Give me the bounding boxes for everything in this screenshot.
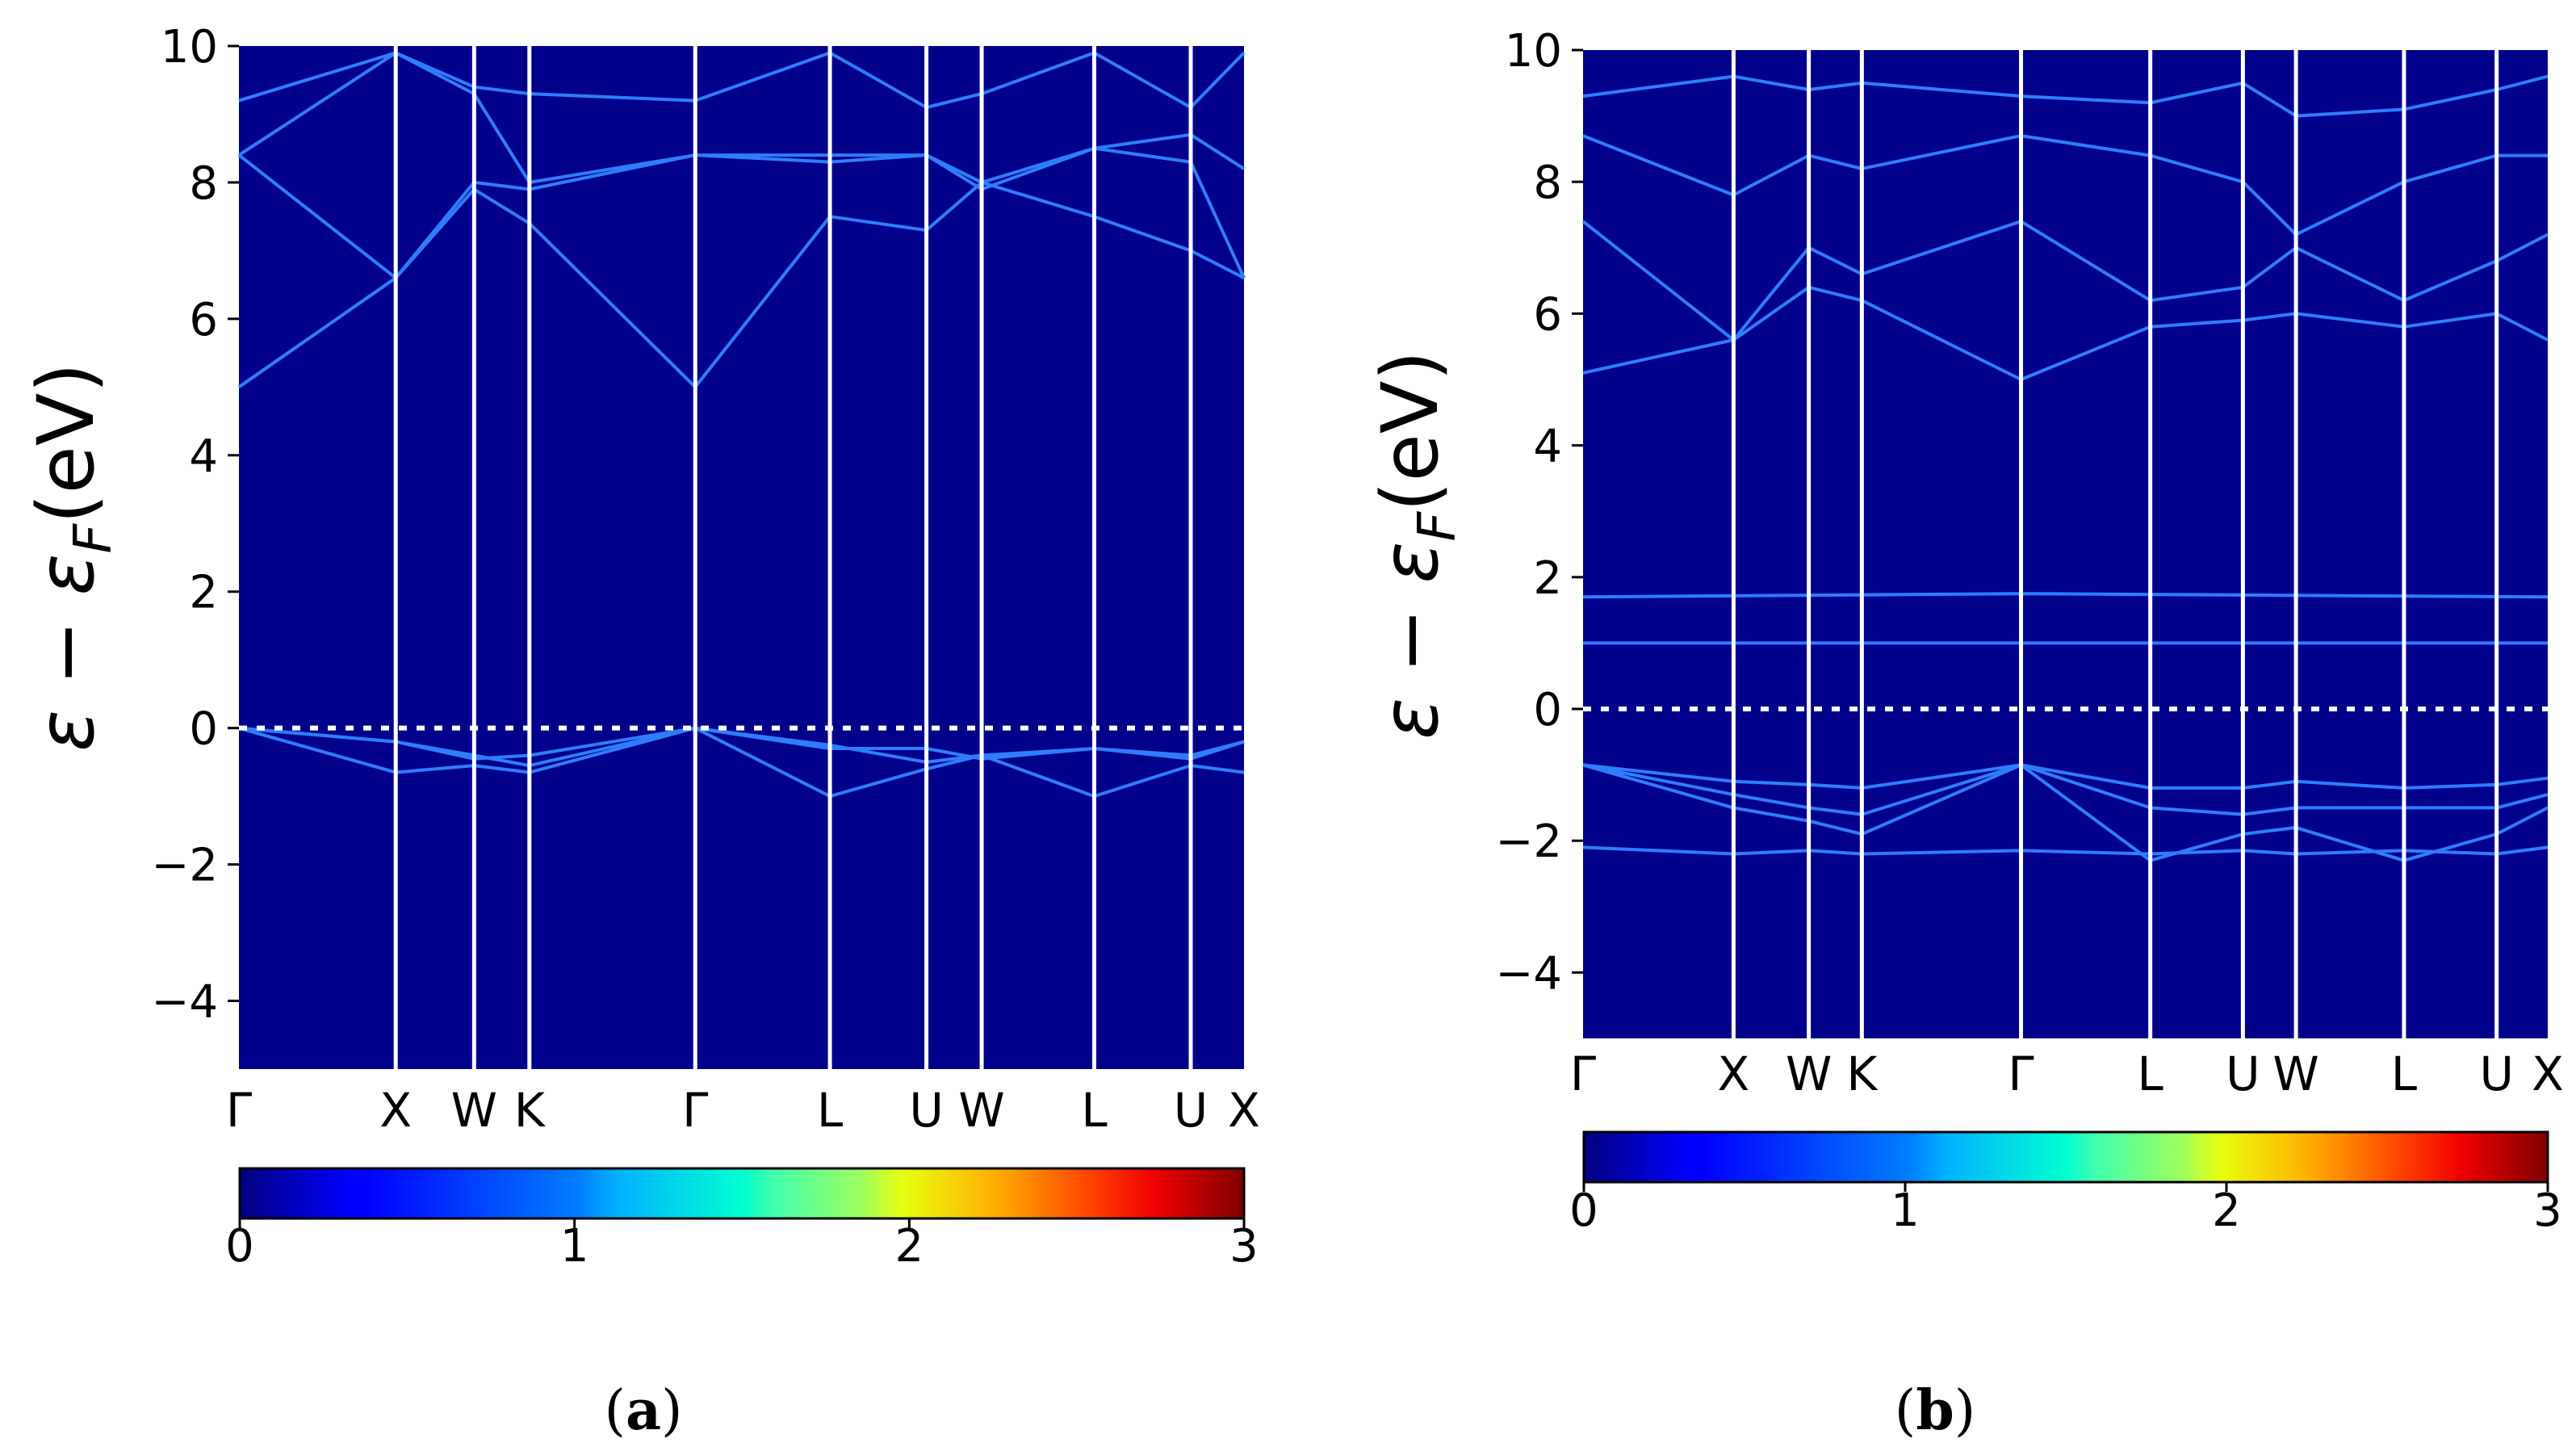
panel-b-ylabel-main: ε − ε [1365, 542, 1456, 740]
panel-a-ytick-label-1: 8 [189, 157, 218, 210]
panel-b-ytick-label-6: −2 [1495, 816, 1562, 868]
panel-a-hs-label-1: X [379, 1083, 412, 1138]
panel-b-hs-label-0: Γ [1570, 1046, 1596, 1101]
panel-b-ytick-label-2: 6 [1533, 288, 1562, 341]
panel-a-colorbar-tick-label-3: 3 [1229, 1220, 1259, 1273]
panel-a-hs-label-10: X [1228, 1083, 1260, 1138]
panel-a-ytick-label-6: −2 [151, 840, 218, 892]
panel-b-ylabel-sub: F [1408, 511, 1468, 542]
panel-b-ytick-label-5: 0 [1533, 684, 1562, 736]
panel-b-plot-area [1581, 50, 2549, 1038]
panel-a-hs-label-2: W [451, 1083, 497, 1138]
panel-a-ytick-label-4: 2 [189, 567, 218, 619]
panel-b-ytick-label-4: 2 [1533, 552, 1562, 605]
panel-a-caption-letter: a [626, 1378, 661, 1443]
panel-b-ylabel: ε − εF(eV) [1365, 350, 1468, 740]
panel-b-background [1583, 50, 2548, 1038]
panel-b-hs-label-8: L [2391, 1046, 2417, 1101]
panel-b-hs-label-7: W [2272, 1046, 2318, 1101]
panel-b-vlines [1731, 50, 2499, 1038]
panel-a-yticks: 10 8 6 4 2 0 −2 −4 [151, 21, 239, 1029]
panel-b-ytick-label-1: 8 [1533, 157, 1562, 209]
panel-b-yticks: 10 8 6 4 2 0 −2 −4 [1495, 25, 1583, 1000]
panel-a-caption-close: ) [661, 1379, 683, 1443]
panel-a-hs-label-4: Γ [682, 1083, 708, 1138]
panel-a-hs-label-3: K [514, 1083, 547, 1138]
panel-b-caption-letter: b [1916, 1378, 1954, 1443]
panel-a-ytick-label-5: 0 [189, 703, 218, 756]
panel-b-colorbar-tick-label-1: 1 [1891, 1185, 1920, 1237]
panel-a-hs-label-7: W [958, 1083, 1004, 1138]
panel-b-colorbar-gradient [1582, 1130, 2549, 1184]
panel-b-colorbar-tick-label-3: 3 [2533, 1185, 2562, 1237]
panel-a-background [239, 46, 1244, 1069]
panel-b-caption-open: ( [1895, 1379, 1916, 1443]
panel-b-ylabel-unit: (eV) [1365, 350, 1456, 512]
panel-a-colorbar-tick-label-0: 0 [225, 1220, 254, 1273]
panel-b-hs-label-1: X [1718, 1046, 1750, 1101]
panel-a-ytick-label-3: 4 [189, 430, 218, 483]
panel-a-colorbar: 0 1 2 3 [225, 1167, 1259, 1273]
panel-b-ytick-label-7: −4 [1495, 947, 1562, 1000]
panel-a-ylabel: ε − εF(eV) [21, 363, 124, 752]
panel-a-plot-area [237, 46, 1246, 1069]
panel-b-colorbar: 0 1 2 3 [1569, 1130, 2562, 1237]
panel-a-colorbar-tick-label-1: 1 [560, 1220, 589, 1273]
panel-a-colorbar-tick-label-2: 2 [895, 1220, 924, 1273]
panel-b-colorbar-ticks: 0 1 2 3 [1569, 1182, 2562, 1237]
panel-b-ytick-label-0: 10 [1505, 25, 1562, 78]
panel-a-caption: (a) [604, 1378, 682, 1443]
panel-b-hs-label-4: Γ [2008, 1046, 2034, 1101]
panel-a-ylabel-main: ε − ε [21, 554, 111, 752]
panel-b-ytick-label-3: 4 [1533, 421, 1562, 473]
panel-a-hs-label-8: L [1081, 1083, 1107, 1138]
panel-a-ytick-label-7: −4 [151, 976, 218, 1029]
panel-a-ytick-label-0: 10 [161, 21, 218, 73]
panel-a-hs-label-5: L [817, 1083, 843, 1138]
panel-a-ylabel-sub: F [64, 523, 124, 554]
panel-a-hs-label-9: U [1174, 1083, 1208, 1138]
panel-b-hs-label-9: U [2479, 1046, 2513, 1101]
panel-b-colorbar-tick-label-2: 2 [2212, 1185, 2241, 1237]
panel-a-hs-label-6: U [909, 1083, 943, 1138]
panel-b-hs-label-10: X [2532, 1046, 2564, 1101]
panel-a-vlines [393, 46, 1193, 1069]
panel-a-ylabel-unit: (eV) [21, 363, 111, 524]
panel-a-caption-open: ( [604, 1379, 626, 1443]
panel-a-hs-label-0: Γ [226, 1083, 252, 1138]
panel-a-colorbar-ticks: 0 1 2 3 [225, 1218, 1259, 1273]
panel-a-ytick-label-2: 6 [189, 294, 218, 346]
panel-b-hs-label-2: W [1786, 1046, 1832, 1101]
panel-b-hs-label-5: L [2137, 1046, 2163, 1101]
panel-b-hs-label-6: U [2226, 1046, 2260, 1101]
panel-b-caption-close: ) [1954, 1379, 1976, 1443]
panel-b-colorbar-tick-label-0: 0 [1569, 1185, 1598, 1237]
panel-a-colorbar-gradient [238, 1167, 1246, 1220]
panel-b-hs-label-3: K [1846, 1046, 1879, 1101]
panel-b-caption: (b) [1895, 1378, 1976, 1443]
